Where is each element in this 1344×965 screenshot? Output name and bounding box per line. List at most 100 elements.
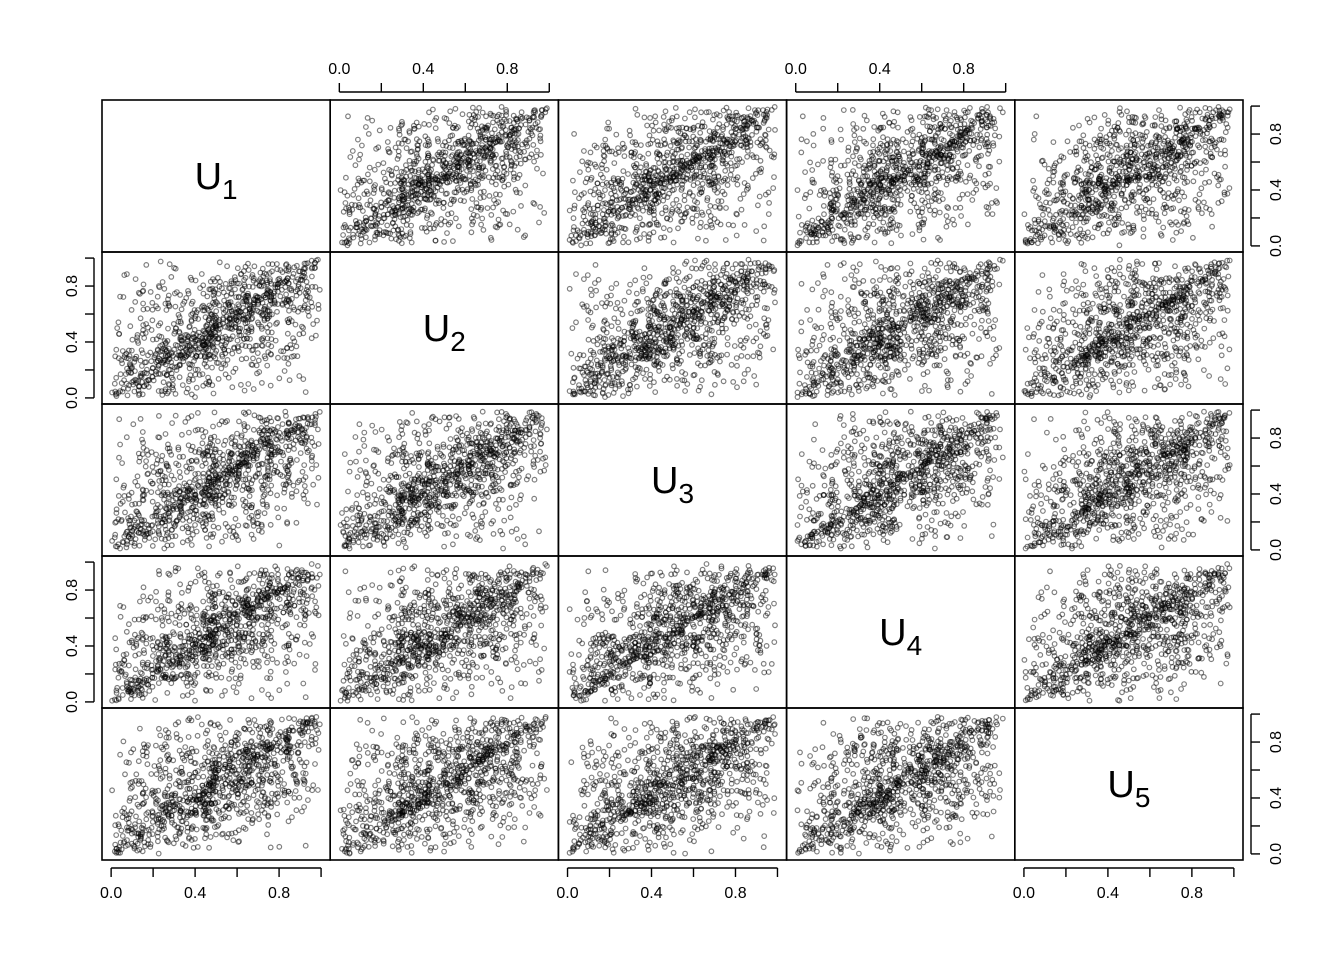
data-point — [406, 157, 413, 164]
data-point — [195, 316, 202, 322]
data-point — [1116, 242, 1123, 249]
data-point — [765, 126, 772, 133]
data-point — [1021, 211, 1028, 218]
data-point — [421, 207, 428, 214]
data-point — [570, 215, 577, 222]
data-point — [943, 223, 950, 230]
data-point — [1169, 237, 1176, 243]
data-point — [672, 104, 679, 111]
data-point — [426, 141, 433, 148]
data-point — [495, 216, 502, 223]
data-point — [467, 166, 474, 173]
data-point — [355, 195, 362, 202]
data-point — [1177, 104, 1183, 111]
data-point — [697, 129, 704, 136]
data-point — [224, 357, 231, 363]
data-point — [114, 325, 121, 332]
data-point — [537, 203, 543, 210]
data-point — [149, 299, 156, 306]
data-point — [473, 182, 479, 189]
data-point — [1161, 210, 1168, 217]
data-point — [1155, 218, 1162, 225]
data-point — [488, 211, 495, 218]
data-point — [245, 267, 252, 273]
data-point — [1119, 219, 1126, 226]
data-point — [475, 113, 482, 120]
data-point — [883, 194, 889, 201]
data-point — [841, 226, 848, 233]
data-point — [766, 199, 772, 206]
data-point — [540, 170, 546, 177]
data-point — [455, 223, 462, 230]
data-point — [137, 357, 144, 364]
data-point — [1226, 185, 1233, 192]
data-point — [670, 239, 677, 246]
data-point — [1064, 138, 1071, 145]
data-point — [660, 197, 667, 204]
data-point — [467, 177, 474, 184]
data-point — [415, 142, 422, 149]
data-point — [478, 221, 485, 228]
data-point — [581, 148, 587, 154]
data-point — [346, 209, 353, 216]
data-point — [432, 221, 439, 228]
data-point — [293, 343, 300, 350]
data-point — [1108, 148, 1115, 154]
data-point — [806, 205, 813, 212]
data-point — [1082, 171, 1089, 177]
data-point — [1049, 239, 1056, 246]
data-point — [348, 201, 355, 208]
data-point — [276, 375, 283, 382]
data-point — [898, 192, 904, 199]
data-point — [491, 126, 498, 133]
data-point — [423, 228, 430, 235]
data-point — [656, 127, 662, 134]
data-point — [820, 125, 827, 132]
data-point — [337, 187, 344, 194]
data-point — [1178, 228, 1184, 235]
data-point — [424, 163, 431, 170]
data-point — [820, 114, 827, 121]
data-point — [530, 141, 537, 148]
data-point — [410, 122, 417, 129]
data-point — [366, 178, 373, 185]
data-point — [976, 163, 982, 170]
data-point — [281, 355, 288, 361]
data-point — [602, 187, 608, 194]
data-point — [810, 142, 817, 149]
data-point — [794, 187, 801, 194]
data-point — [357, 151, 364, 158]
data-point — [1208, 211, 1215, 218]
data-point — [364, 201, 371, 208]
data-point — [113, 346, 120, 353]
data-point — [541, 209, 548, 216]
data-point — [1084, 229, 1091, 236]
data-point — [684, 204, 691, 211]
data-point — [209, 364, 215, 371]
data-point — [503, 118, 510, 124]
data-point — [283, 291, 290, 298]
data-point — [950, 216, 956, 223]
data-point — [1115, 120, 1122, 126]
data-point — [450, 238, 456, 245]
data-point — [538, 151, 544, 158]
data-point — [650, 127, 657, 134]
data-point — [421, 120, 428, 127]
data-point — [605, 119, 612, 126]
data-point — [632, 105, 639, 112]
data-point — [587, 149, 594, 156]
data-point — [365, 130, 372, 137]
data-point — [621, 233, 627, 240]
data-point — [820, 157, 826, 164]
data-point — [115, 319, 122, 326]
data-point — [795, 213, 802, 220]
data-point — [955, 159, 962, 166]
data-point — [850, 153, 856, 160]
data-point — [969, 197, 976, 203]
data-point — [344, 192, 351, 199]
data-point — [1172, 134, 1178, 141]
data-point — [984, 103, 990, 110]
data-point — [689, 219, 696, 226]
data-point — [457, 197, 464, 204]
data-point — [662, 108, 669, 115]
